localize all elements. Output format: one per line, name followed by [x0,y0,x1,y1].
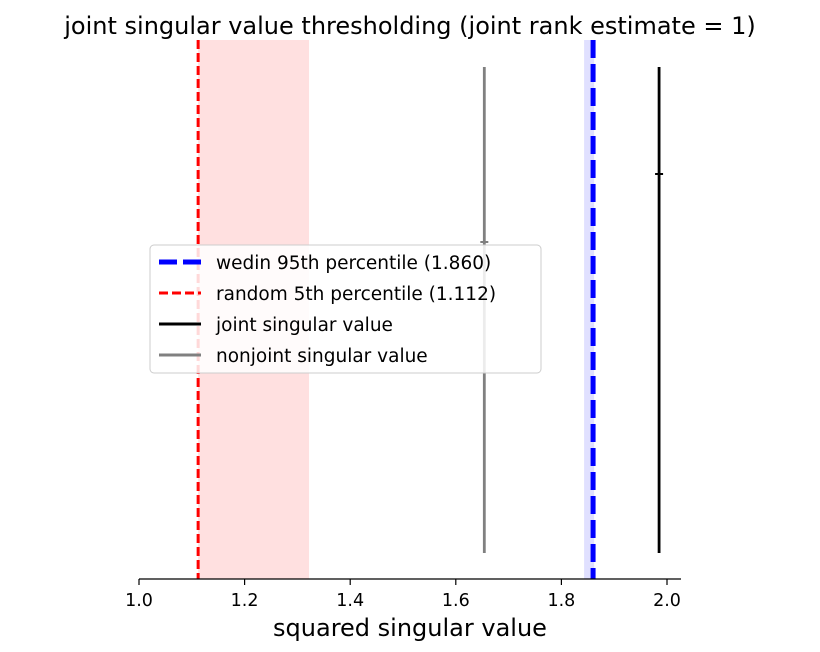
legend-label-nonjoint-singular-value: nonjoint singular value [216,346,428,367]
legend-label-wedin-95th-percentile-1-860: wedin 95th percentile (1.860) [216,253,491,274]
x-axis-label: squared singular value [273,614,547,642]
x-axis-ticks: 1.0 1.2 1.4 1.6 1.8 2.0 [125,579,681,611]
threshold-lines [196,40,596,579]
legend-label-joint-singular-value: joint singular value [215,315,393,336]
chart-title: joint singular value thresholding (joint… [63,12,755,40]
x-tick-label: 2.0 [653,591,681,611]
x-tick-label: 1.8 [547,591,575,611]
x-tick-label: 1.6 [442,591,470,611]
legend: wedin 95th percentile (1.860) random 5th … [149,244,542,374]
x-tick-label: 1.0 [125,591,153,611]
legend-frame [149,244,542,374]
shaded-region-wedin-95th-percentile-range [584,40,595,579]
legend-label-random-5th-percentile-1-112: random 5th percentile (1.112) [216,284,496,305]
x-tick-label: 1.4 [336,591,364,611]
x-tick-label: 1.2 [231,591,259,611]
